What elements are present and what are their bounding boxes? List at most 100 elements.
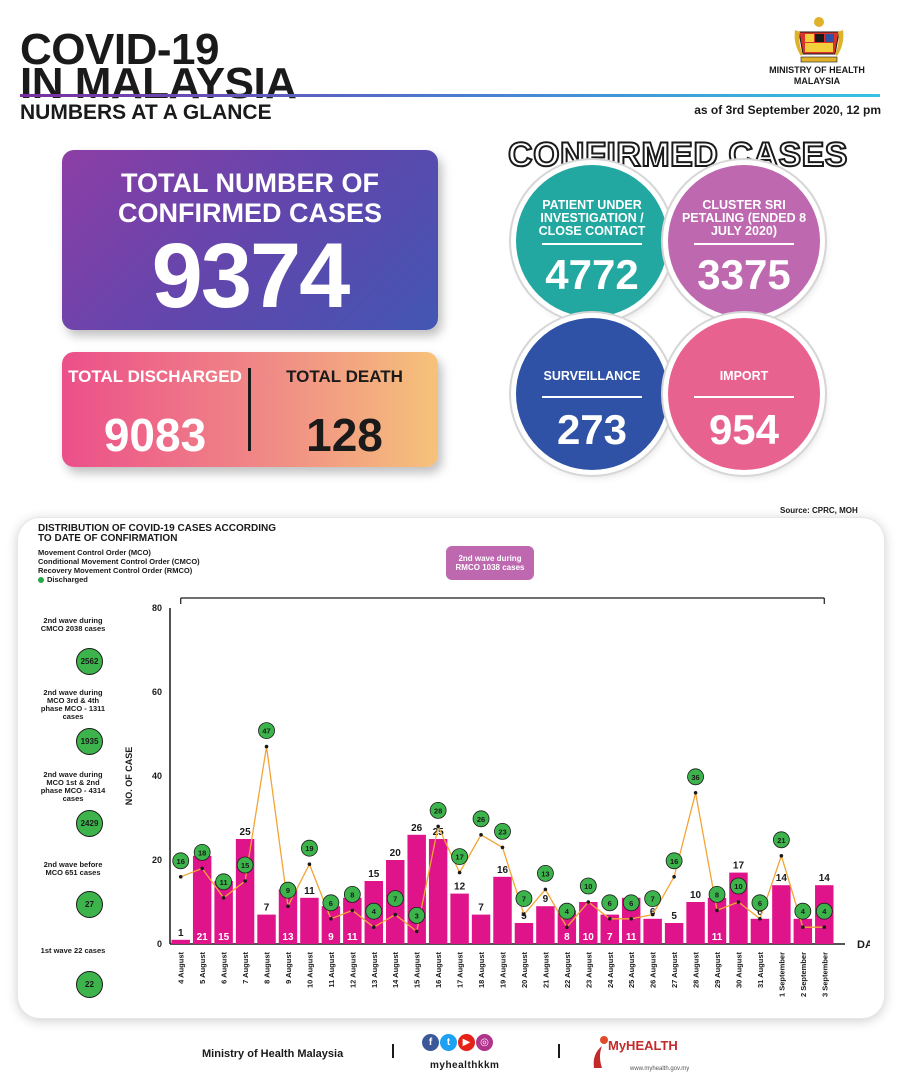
pui-label: PATIENT UNDER INVESTIGATION / CLOSE CONT… — [538, 198, 646, 238]
x-tick-label: 28 August — [692, 952, 701, 988]
wave-discharged-badge: 27 — [76, 891, 103, 918]
discharged-marker — [193, 843, 211, 861]
total-confirmed-value: 9374 — [151, 225, 351, 327]
case-bar — [471, 914, 491, 944]
discharged-value-label: 8 — [350, 890, 354, 899]
discharged-marker — [258, 722, 275, 740]
case-bar — [536, 906, 555, 944]
discharged-value-label: 16 — [177, 857, 185, 866]
bar-value-label: 11 — [626, 932, 637, 943]
discharged-value-label: 6 — [608, 899, 612, 908]
x-axis-label: DATE — [857, 939, 870, 951]
ministry-name: MINISTRY OF HEALTH MALAYSIA — [769, 65, 865, 86]
instagram-icon[interactable]: ◎ — [476, 1034, 493, 1051]
discharged-marker — [301, 839, 318, 857]
bar-value-label: 10 — [690, 890, 702, 901]
page-title-line2: IN MALAYSIA — [20, 59, 297, 108]
pui-close-contact-circle: PATIENT UNDER INVESTIGATION / CLOSE CONT… — [516, 165, 668, 317]
facebook-icon[interactable]: f — [422, 1034, 439, 1051]
bar-value-label: 13 — [282, 932, 294, 943]
discharged-point — [200, 866, 204, 871]
discharged-point — [672, 875, 676, 879]
discharged-value-label: 18 — [198, 848, 206, 857]
bar-value-label: 15 — [368, 869, 380, 880]
bar-value-label: 25 — [240, 827, 252, 838]
discharged-point — [586, 900, 591, 904]
wave-discharged-badge: 2429 — [76, 810, 103, 837]
y-tick-label: 80 — [152, 603, 162, 613]
bar-value-label: 9 — [328, 932, 334, 943]
social-handle[interactable]: myhealthkkm — [430, 1060, 500, 1071]
card-divider — [248, 368, 251, 451]
x-tick-label: 7 August — [241, 952, 250, 984]
chart-legend: Movement Control Order (MCO) Conditional… — [38, 548, 200, 584]
x-tick-label: 12 August — [348, 952, 357, 988]
discharged-point — [758, 917, 762, 921]
case-bar — [235, 839, 255, 944]
import-label: IMPORT — [719, 369, 769, 383]
coat-of-arms-icon — [794, 17, 844, 63]
discharged-point — [178, 875, 183, 879]
twitter-icon[interactable]: t — [440, 1034, 457, 1051]
discharged-marker — [386, 890, 404, 908]
cluster-sri-petaling-circle: CLUSTER SRI PETALING (ENDED 8 JULY 2020)… — [668, 165, 820, 317]
discharged-value-label: 6 — [758, 899, 762, 908]
bar-value-label: 1 — [178, 928, 184, 939]
discharged-point — [522, 912, 526, 917]
discharged-marker — [772, 831, 790, 849]
x-tick-label: 2 September — [799, 952, 808, 997]
x-tick-label: 5 August — [198, 952, 207, 984]
bar-value-label: 11 — [347, 932, 358, 943]
bar-value-label: 17 — [733, 861, 745, 872]
rmco-wave-box: 2nd wave during RMCO 1038 cases — [446, 546, 534, 580]
legend-rmco: Recovery Movement Control Order (RMCO) — [38, 566, 193, 575]
case-bar — [278, 889, 298, 944]
discharged-marker — [601, 894, 619, 912]
discharged-marker — [815, 902, 833, 920]
discharged-point — [650, 912, 655, 917]
footer-ministry: Ministry of Health Malaysia — [202, 1048, 344, 1060]
discharged-point — [329, 917, 333, 921]
total-death-value: 128 — [306, 409, 383, 461]
bar-value-label: 9 — [543, 894, 549, 905]
case-bar — [300, 897, 319, 944]
discharged-point — [479, 833, 483, 837]
discharged-point — [436, 824, 440, 829]
discharged-point — [543, 887, 548, 892]
discharged-value-label: 9 — [286, 886, 290, 895]
x-tick-label: 29 August — [713, 952, 722, 988]
wave-circle-mco-1-2: 2nd wave during MCO 1st & 2nd phase MCO … — [40, 770, 106, 803]
bar-value-label: 25 — [433, 827, 445, 838]
discharged-value-label: 6 — [629, 899, 633, 908]
discharged-marker — [708, 885, 726, 903]
discharged-value-label: 4 — [565, 907, 570, 916]
myhealth-url[interactable]: www.myhealth.gov.my — [630, 1066, 690, 1072]
x-tick-label: 9 August — [284, 952, 293, 984]
youtube-icon[interactable]: ▶ — [458, 1034, 475, 1051]
x-tick-label: 18 August — [477, 952, 486, 988]
discharged-marker — [622, 894, 640, 912]
case-bar — [707, 897, 727, 944]
surveillance-label: SURVEILLANCE — [543, 369, 641, 383]
x-tick-label: 1 September — [777, 952, 786, 997]
x-tick-label: 17 August — [456, 952, 465, 988]
discharged-value-label: 16 — [670, 857, 678, 866]
legend-discharged: Discharged — [47, 575, 88, 584]
bar-value-label: 15 — [218, 932, 230, 943]
discharged-point — [736, 900, 741, 904]
circle-rule — [542, 243, 642, 245]
discharged-point — [822, 925, 827, 929]
total-confirmed-card: TOTAL NUMBER OF CONFIRMED CASES 9374 — [62, 150, 438, 330]
bar-value-label: 11 — [712, 932, 723, 943]
case-bar — [772, 885, 791, 944]
case-bar — [686, 902, 705, 944]
bar-value-label: 10 — [583, 932, 595, 943]
case-bar — [600, 914, 619, 944]
x-tick-label: 16 August — [434, 952, 443, 988]
cluster-label: CLUSTER SRI PETALING (ENDED 8 JULY 2020) — [681, 198, 807, 238]
discharged-value-label: 21 — [777, 836, 785, 845]
circle-rule — [694, 243, 794, 245]
case-bar — [428, 839, 448, 944]
x-tick-label: 8 August — [263, 952, 272, 984]
